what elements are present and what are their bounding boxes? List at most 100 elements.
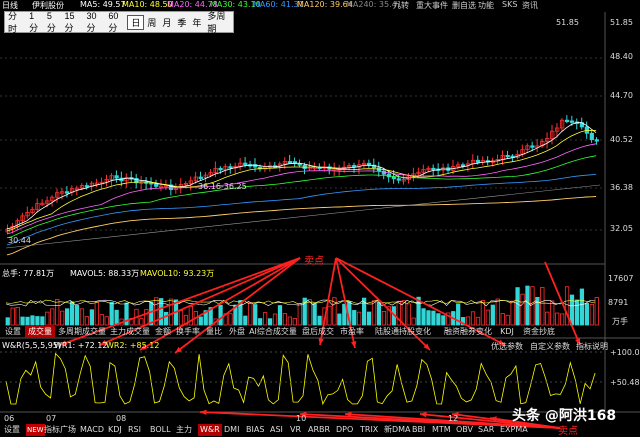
period-day[interactable]: 日 <box>127 14 145 30</box>
wr2-value: WR2: +85.12 <box>106 341 160 350</box>
bottom-tab-boll[interactable]: BOLL <box>150 425 171 434</box>
volume-bar <box>337 313 342 326</box>
volume-tick: 17607 <box>608 274 634 283</box>
candle-body <box>431 167 436 171</box>
date-tick: 10 <box>296 414 307 423</box>
custom-params-button[interactable]: 自定义参数 <box>530 342 570 351</box>
bottom-tab-macd[interactable]: MACD <box>80 425 104 434</box>
bottom-tab-wr[interactable]: W&R <box>198 424 222 436</box>
volume-bar <box>258 318 263 326</box>
bottom-tab-mtm[interactable]: MTM <box>432 425 451 434</box>
bottom-tab-kdj[interactable]: KDJ <box>108 425 122 434</box>
ma120-line <box>6 196 597 256</box>
ma10-line <box>6 129 597 232</box>
period-quarter[interactable]: 季 <box>177 17 187 28</box>
volume-bar <box>248 302 253 326</box>
bottom-tab-settings[interactable]: 设置 <box>4 425 20 434</box>
volume-bar <box>40 316 45 326</box>
volume-bar <box>45 311 50 326</box>
candle-body <box>456 164 461 167</box>
annotation-arrow-head <box>60 340 67 346</box>
volume-bar <box>530 286 535 326</box>
candle-body <box>287 161 292 164</box>
indicator-tab-main-volume[interactable]: 主力成交量 <box>110 327 150 336</box>
toolbar-tab-jiuzhuan[interactable]: 九转 <box>393 1 409 10</box>
indicator-tab-pe[interactable]: 市盈率 <box>340 327 364 336</box>
annotation-arrow-head <box>140 344 147 350</box>
indicator-tab-volume-ratio[interactable]: 量比 <box>206 327 222 336</box>
bottom-tab-dpo[interactable]: DPO <box>336 425 354 434</box>
toolbar-tab-sks[interactable]: SKS <box>502 0 518 9</box>
toolbar-tab-remove-watch[interactable]: 删自选 <box>452 1 476 10</box>
volume-bar <box>74 305 80 326</box>
candle-body <box>505 154 510 158</box>
bottom-tab-asi[interactable]: ASI <box>270 425 283 434</box>
volume-bar <box>500 313 505 326</box>
candle-body <box>203 174 208 178</box>
volume-bar <box>55 299 60 326</box>
bottom-tab-rsi[interactable]: RSI <box>128 425 141 434</box>
volume-bar <box>446 312 451 326</box>
bottom-tab-bbi[interactable]: BBI <box>412 425 426 434</box>
volume-bar <box>426 310 431 326</box>
period-1min[interactable]: 1分 <box>29 10 39 33</box>
period-30min[interactable]: 30分 <box>86 10 97 33</box>
indicator-tab-ai-volume[interactable]: AI综合成交量 <box>249 327 297 336</box>
volume-bar <box>406 303 411 326</box>
candle-body <box>594 139 599 142</box>
period-5min[interactable]: 5分 <box>46 10 56 33</box>
period-month[interactable]: 月 <box>162 17 172 28</box>
bottom-tab-trix[interactable]: TRIX <box>360 425 379 434</box>
indicator-tab-bottom[interactable]: 资金抄底 <box>523 327 555 336</box>
volume-bar <box>312 303 317 326</box>
volume-bar <box>564 286 570 326</box>
indicator-tab-after-hours[interactable]: 盘后成交 <box>302 327 334 336</box>
indicator-tab-volume[interactable]: 成交量 <box>25 326 55 338</box>
indicator-tab-kdj[interactable]: KDJ <box>500 327 514 336</box>
bottom-tab-indicator-square[interactable]: 指标广场 <box>44 425 76 434</box>
bottom-tab-new-badge[interactable]: NEW <box>26 424 45 436</box>
period-intraday[interactable]: 分时 <box>8 11 18 34</box>
candle-body <box>555 127 560 132</box>
indicator-help-button[interactable]: 指标说明 <box>576 342 608 351</box>
volume-bar <box>589 304 594 326</box>
period-week[interactable]: 周 <box>147 17 157 28</box>
bottom-tab-vr[interactable]: VR <box>290 425 302 434</box>
indicator-tab-northbound[interactable]: 陆股通持股变化 <box>375 327 431 336</box>
bottom-tab-dmi[interactable]: DMI <box>224 425 240 434</box>
indicator-tab-settings[interactable]: 设置 <box>5 327 21 336</box>
volume-bar <box>456 303 461 326</box>
annotation-arrow <box>59 257 301 346</box>
indicator-tab-outer[interactable]: 外盘 <box>229 327 245 336</box>
optimal-params-button[interactable]: 优选参数 <box>491 342 523 351</box>
volume-bar <box>431 310 436 326</box>
toolbar-tab-events[interactable]: 重大事件 <box>416 1 448 10</box>
period-60min[interactable]: 60分 <box>108 10 119 33</box>
volume-total: 总手: 77.81万 <box>2 269 55 278</box>
indicator-tab-turnover[interactable]: 换手率 <box>176 327 200 336</box>
indicator-tab-amount[interactable]: 金额 <box>155 327 171 336</box>
period-15min[interactable]: 15分 <box>64 10 75 33</box>
volume-bar <box>292 317 297 326</box>
volume-bar <box>277 305 283 326</box>
wr1-value: WR1: +72.12 <box>54 341 108 350</box>
bottom-tab-sar[interactable]: SAR <box>478 425 495 434</box>
period-year[interactable]: 年 <box>192 17 202 28</box>
bottom-tab-arbr[interactable]: ARBR <box>308 425 331 434</box>
bottom-tab-main-force[interactable]: 主力 <box>176 425 192 434</box>
bottom-tab-bias[interactable]: BIAS <box>246 425 265 434</box>
indicator-tab-multi-volume[interactable]: 多周期成交量 <box>58 327 106 336</box>
candle-body <box>282 161 288 165</box>
bottom-tab-new-dma[interactable]: 新DMA <box>384 425 411 434</box>
toolbar-tab-functions[interactable]: 功能 <box>478 1 494 10</box>
period-multi[interactable]: 多周期 <box>207 11 226 34</box>
volume-bar <box>332 297 337 326</box>
indicator-tab-margin[interactable]: 融资融券变化 <box>444 327 492 336</box>
bottom-tab-expma[interactable]: EXPMA <box>500 425 528 434</box>
ma60-value: MA60: 41.31 <box>253 0 304 9</box>
toolbar-tab-news[interactable]: 资讯 <box>522 1 538 10</box>
candle-body <box>193 176 198 182</box>
candle-body <box>371 164 377 169</box>
bottom-tab-obv[interactable]: OBV <box>456 425 474 434</box>
